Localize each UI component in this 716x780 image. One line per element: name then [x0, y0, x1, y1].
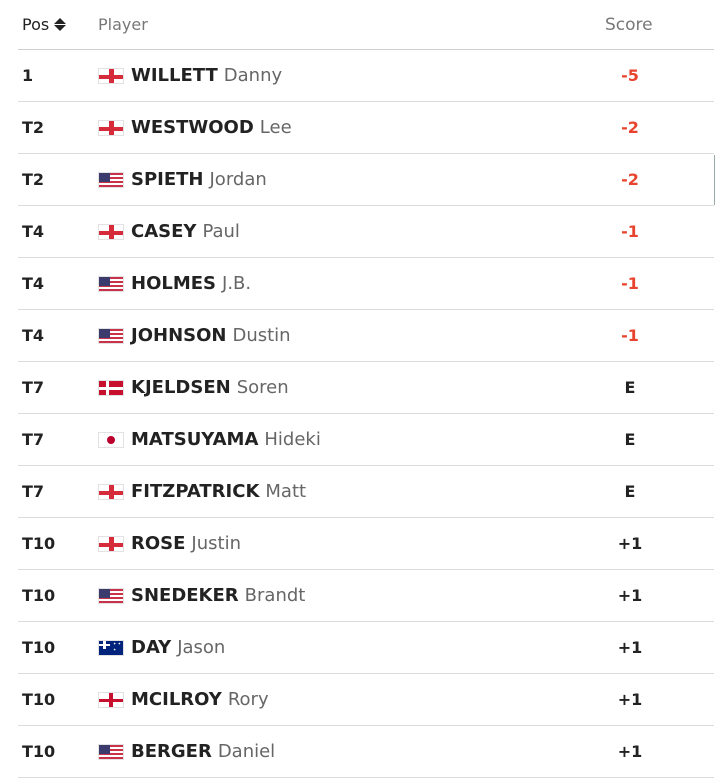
player-score: -5 — [621, 66, 639, 85]
player-score: +1 — [617, 742, 643, 761]
player-position: T4 — [22, 326, 45, 345]
player-first-name[interactable]: Soren — [236, 377, 289, 398]
usa-flag-icon — [98, 171, 124, 188]
player-first-name[interactable]: Justin — [191, 533, 241, 554]
player-first-name[interactable]: Jason — [177, 637, 226, 658]
player-score: -1 — [621, 222, 639, 241]
table-row[interactable]: T2 WESTWOOD Lee -2 — [18, 102, 714, 154]
player-last-name[interactable]: SNEDEKER — [131, 585, 239, 606]
player-first-name[interactable]: J.B. — [222, 273, 252, 294]
table-row[interactable]: T10 SNEDEKER Brandt +1 — [18, 570, 714, 622]
table-row[interactable]: T7 FITZPATRICK Matt E — [18, 466, 714, 518]
player-last-name[interactable]: MCILROY — [131, 689, 222, 710]
table-row[interactable]: T10 BERGER Daniel +1 — [18, 726, 714, 778]
table-row[interactable]: T2 SPIETH Jordan -2 — [18, 154, 714, 206]
england-flag-icon — [98, 483, 124, 500]
england-flag-icon — [98, 223, 124, 240]
leaderboard: Pos Player Score 1 WILLETT Danny -5 T2 WESTWO… — [18, 0, 714, 778]
player-score: E — [624, 482, 636, 501]
player-first-name[interactable]: Matt — [265, 481, 307, 502]
leaderboard-header: Pos Player Score — [18, 0, 714, 50]
player-position: T2 — [22, 170, 45, 189]
table-row[interactable]: T10 ROSE Justin +1 — [18, 518, 714, 570]
player-score: +1 — [617, 586, 643, 605]
denmark-flag-icon — [98, 379, 124, 396]
player-first-name[interactable]: Danny — [223, 65, 283, 86]
table-row[interactable]: 1 WILLETT Danny -5 — [18, 50, 714, 102]
pos-sort-header[interactable]: Pos — [18, 15, 98, 34]
player-position: T7 — [22, 482, 45, 501]
player-first-name[interactable]: Brandt — [244, 585, 306, 606]
player-score: -2 — [621, 118, 639, 137]
player-last-name[interactable]: KJELDSEN — [131, 377, 231, 398]
player-last-name[interactable]: WILLETT — [131, 65, 218, 86]
player-position: T4 — [22, 274, 45, 293]
player-position: 1 — [22, 66, 34, 85]
player-score: -2 — [621, 170, 639, 189]
usa-flag-icon — [98, 743, 124, 760]
pos-header-label: Pos — [22, 15, 50, 34]
player-last-name[interactable]: WESTWOOD — [131, 117, 254, 138]
player-position: T7 — [22, 430, 45, 449]
player-last-name[interactable]: MATSUYAMA — [131, 429, 259, 450]
sort-icon[interactable] — [54, 18, 67, 31]
table-row[interactable]: T7 KJELDSEN Soren E — [18, 362, 714, 414]
leaderboard-rows: 1 WILLETT Danny -5 T2 WESTWOOD Lee -2 T2 SPIETH Jo… — [18, 50, 714, 778]
player-position: T10 — [22, 586, 56, 605]
player-first-name[interactable]: Lee — [259, 117, 292, 138]
player-score: -1 — [621, 274, 639, 293]
player-first-name[interactable]: Dustin — [232, 325, 291, 346]
player-last-name[interactable]: BERGER — [131, 741, 212, 762]
japan-flag-icon — [98, 431, 124, 448]
player-position: T10 — [22, 742, 56, 761]
player-position: T4 — [22, 222, 45, 241]
player-first-name[interactable]: Paul — [202, 221, 240, 242]
player-score: +1 — [617, 534, 643, 553]
player-first-name[interactable]: Rory — [227, 689, 269, 710]
player-last-name[interactable]: HOLMES — [131, 273, 217, 294]
player-position: T2 — [22, 118, 45, 137]
australia-flag-icon — [98, 639, 124, 656]
player-last-name[interactable]: JOHNSON — [131, 325, 227, 346]
usa-flag-icon — [98, 587, 124, 604]
player-score: E — [624, 378, 636, 397]
player-last-name[interactable]: SPIETH — [131, 169, 204, 190]
player-position: T7 — [22, 378, 45, 397]
player-header-label: Player — [98, 15, 148, 34]
score-header-label: Score — [605, 14, 653, 35]
usa-flag-icon — [98, 275, 124, 292]
player-last-name[interactable]: FITZPATRICK — [131, 481, 260, 502]
table-row[interactable]: T4 JOHNSON Dustin -1 — [18, 310, 714, 362]
player-score: +1 — [617, 690, 643, 709]
player-position: T10 — [22, 638, 56, 657]
table-row[interactable]: T4 HOLMES J.B. -1 — [18, 258, 714, 310]
player-last-name[interactable]: DAY — [131, 637, 172, 658]
northern-ireland-flag-icon — [98, 691, 124, 708]
player-first-name[interactable]: Daniel — [217, 741, 276, 762]
england-flag-icon — [98, 535, 124, 552]
player-score: -1 — [621, 326, 639, 345]
table-row[interactable]: T7 MATSUYAMA Hideki E — [18, 414, 714, 466]
table-row[interactable]: T10 MCILROY Rory +1 — [18, 674, 714, 726]
table-row[interactable]: T4 CASEY Paul -1 — [18, 206, 714, 258]
player-position: T10 — [22, 534, 56, 553]
player-first-name[interactable]: Jordan — [209, 169, 267, 190]
england-flag-icon — [98, 67, 124, 84]
player-score: E — [624, 430, 636, 449]
scrollbar-edge — [714, 155, 715, 205]
player-last-name[interactable]: CASEY — [131, 221, 197, 242]
player-first-name[interactable]: Hideki — [264, 429, 321, 450]
england-flag-icon — [98, 119, 124, 136]
player-score: +1 — [617, 638, 643, 657]
player-last-name[interactable]: ROSE — [131, 533, 186, 554]
usa-flag-icon — [98, 327, 124, 344]
player-position: T10 — [22, 690, 56, 709]
